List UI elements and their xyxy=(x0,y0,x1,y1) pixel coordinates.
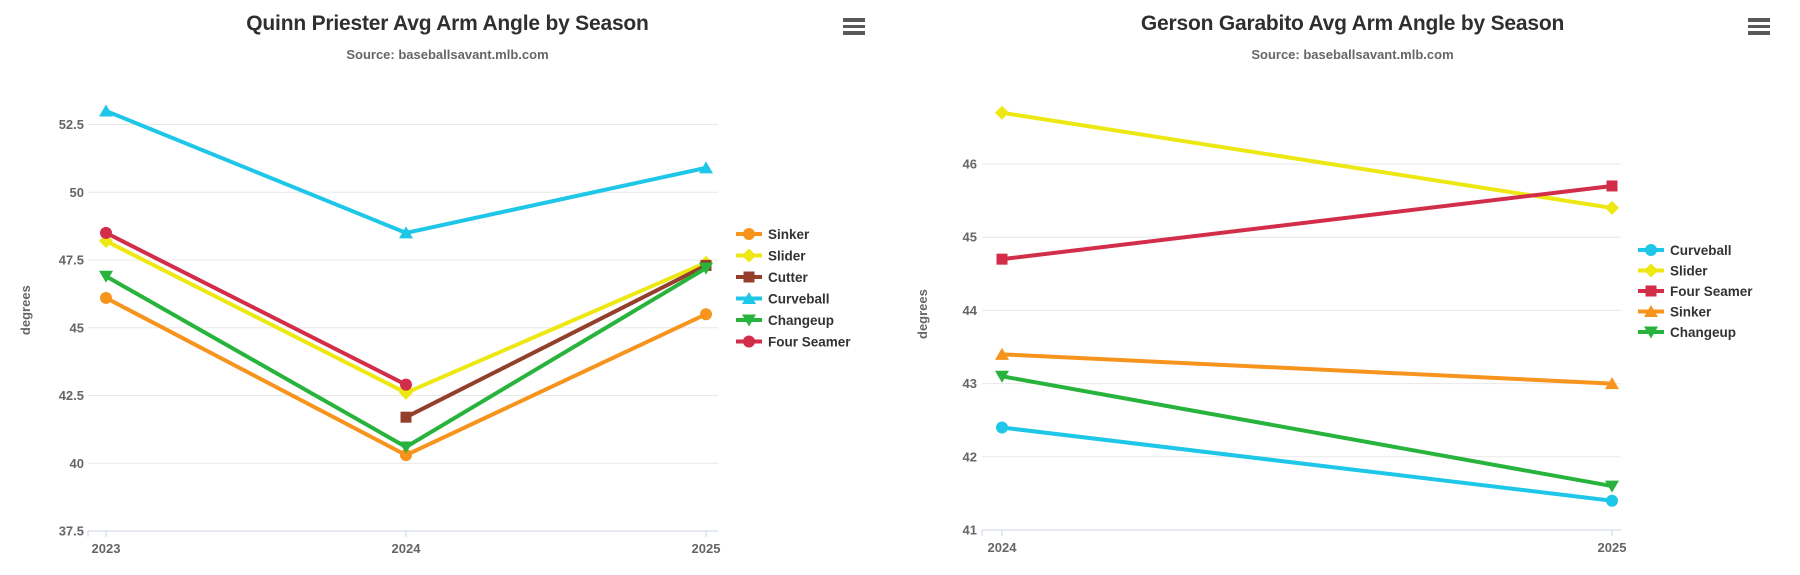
legend-marker-diamond-icon xyxy=(1644,263,1658,278)
data-point-sinker-2025[interactable] xyxy=(1605,377,1619,390)
legend-label: Four Seamer xyxy=(1670,284,1753,299)
series-line-four-seamer xyxy=(105,231,407,387)
x-axis-label: 2025 xyxy=(1598,540,1627,555)
legend-label: Curveball xyxy=(1670,243,1732,258)
y-axis-label: 40 xyxy=(70,456,84,471)
y-axis-label: 42 xyxy=(963,449,977,464)
series-line-four-seamer xyxy=(1001,183,1613,262)
data-point-four-seamer-2025[interactable] xyxy=(1606,180,1618,192)
data-point-four-seamer-2023[interactable] xyxy=(100,226,112,239)
data-point-slider-2025[interactable] xyxy=(1605,200,1619,215)
chart-gerson-garabito: Gerson Garabito Avg Arm Angle by Season … xyxy=(905,0,1800,575)
y-axis-title: degrees xyxy=(18,285,33,335)
legend-label: Changeup xyxy=(768,313,834,328)
hamburger-icon xyxy=(1748,18,1772,35)
y-axis-title: degrees xyxy=(915,289,930,339)
legend-label: Changeup xyxy=(1670,325,1736,340)
data-point-four-seamer-2024[interactable] xyxy=(996,253,1008,265)
hamburger-icon xyxy=(843,18,867,35)
data-point-sinker-2023[interactable] xyxy=(100,291,112,304)
chart-subtitle: Source: baseballsavant.mlb.com xyxy=(346,47,549,62)
data-point-changeup-2023[interactable] xyxy=(99,270,113,283)
series-line-cutter xyxy=(405,263,707,419)
data-point-curveball-2024[interactable] xyxy=(996,421,1008,434)
data-point-changeup-2025[interactable] xyxy=(699,262,713,275)
series-line-slider xyxy=(1001,110,1613,210)
chart-context-menu-button[interactable] xyxy=(1748,18,1772,38)
data-point-four-seamer-2024[interactable] xyxy=(400,378,412,391)
legend-label: Four Seamer xyxy=(768,335,851,350)
data-point-cutter-2024[interactable] xyxy=(400,411,412,423)
legend-marker-circle-icon xyxy=(743,228,755,240)
chart-title: Quinn Priester Avg Arm Angle by Season xyxy=(246,12,649,35)
data-point-curveball-2025[interactable] xyxy=(699,161,713,174)
legend-marker-triangle-down-icon xyxy=(1644,326,1658,339)
legend-label: Cutter xyxy=(768,270,808,285)
y-axis-label: 45 xyxy=(963,230,977,245)
data-point-sinker-2025[interactable] xyxy=(700,308,712,321)
y-axis-label: 50 xyxy=(70,185,84,200)
x-axis-label: 2025 xyxy=(692,541,721,556)
legend-label: Curveball xyxy=(768,292,830,307)
legend-marker-triangle-up-icon xyxy=(1644,305,1658,317)
series-line-curveball xyxy=(1001,425,1613,503)
data-point-curveball-2023[interactable] xyxy=(99,104,113,117)
data-point-slider-2024[interactable] xyxy=(995,105,1009,120)
series-line-changeup xyxy=(1001,374,1613,489)
y-axis-label: 44 xyxy=(963,303,978,318)
legend-marker-triangle-up-icon xyxy=(742,292,756,304)
y-axis-label: 37.5 xyxy=(59,524,84,539)
legend-item-four-seamer[interactable]: Four Seamer xyxy=(1638,284,1753,299)
legend-item-changeup[interactable]: Changeup xyxy=(736,313,834,328)
y-axis-label: 46 xyxy=(963,157,977,172)
y-axis-label: 45 xyxy=(70,320,84,335)
legend-item-slider[interactable]: Slider xyxy=(736,248,806,264)
legend-marker-circle-icon xyxy=(743,335,755,348)
x-axis-label: 2023 xyxy=(92,541,121,556)
legend-marker-diamond-icon xyxy=(742,248,756,263)
series-line-slider xyxy=(105,239,707,395)
chart-subtitle: Source: baseballsavant.mlb.com xyxy=(1251,47,1454,62)
x-axis-label: 2024 xyxy=(392,541,422,556)
x-axis-label: 2024 xyxy=(988,540,1018,555)
legend-marker-circle-icon xyxy=(1645,244,1657,256)
data-point-sinker-2024[interactable] xyxy=(400,449,412,462)
y-axis-label: 47.5 xyxy=(59,253,84,268)
legend-label: Sinker xyxy=(1670,305,1712,320)
y-axis-label: 42.5 xyxy=(59,388,84,403)
chart-plot: 41 42 43 44 45 46 2024 2025 degrees Curveball Slid… xyxy=(915,105,1753,555)
legend-label: Slider xyxy=(1670,264,1708,279)
legend-marker-square-icon xyxy=(743,271,755,283)
legend-label: Slider xyxy=(768,249,806,264)
legend-item-sinker[interactable]: Sinker xyxy=(1638,305,1712,320)
legend-marker-triangle-down-icon xyxy=(742,314,756,327)
data-point-sinker-2024[interactable] xyxy=(995,347,1009,360)
series-line-curveball xyxy=(105,109,707,235)
legend-label: Sinker xyxy=(768,227,810,242)
legend-item-curveball[interactable]: Curveball xyxy=(736,292,830,307)
chart-quinn-priester: Quinn Priester Avg Arm Angle by Season S… xyxy=(0,0,895,575)
legend-item-curveball[interactable]: Curveball xyxy=(1638,243,1732,258)
legend-item-cutter[interactable]: Cutter xyxy=(736,270,808,285)
data-point-changeup-2025[interactable] xyxy=(1605,480,1619,493)
legend-item-slider[interactable]: Slider xyxy=(1638,263,1708,279)
legend-item-sinker[interactable]: Sinker xyxy=(736,227,810,242)
data-point-changeup-2024[interactable] xyxy=(995,370,1009,383)
chart-context-menu-button[interactable] xyxy=(843,18,867,38)
series-line-sinker xyxy=(1001,352,1613,386)
legend-marker-square-icon xyxy=(1645,285,1657,297)
chart-title: Gerson Garabito Avg Arm Angle by Season xyxy=(1140,12,1565,35)
data-point-changeup-2024[interactable] xyxy=(399,441,413,454)
y-axis-label: 41 xyxy=(963,523,977,538)
y-axis-label: 52.5 xyxy=(59,117,84,132)
legend-item-four-seamer[interactable]: Four Seamer xyxy=(736,335,851,350)
y-axis-label: 43 xyxy=(963,376,977,391)
data-point-curveball-2025[interactable] xyxy=(1606,494,1618,507)
data-point-curveball-2024[interactable] xyxy=(399,226,413,239)
chart-plot: 37.5 40 42.5 45 47.5 50 52.5 2023 2024 2025 degree… xyxy=(18,104,851,556)
legend-item-changeup[interactable]: Changeup xyxy=(1638,325,1736,340)
